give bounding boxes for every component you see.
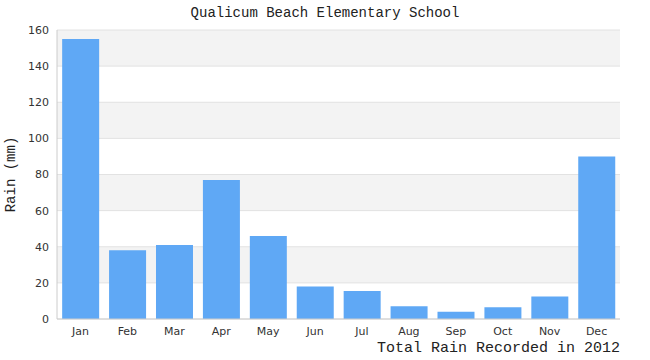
- svg-text:140: 140: [28, 60, 49, 73]
- svg-text:Apr: Apr: [212, 325, 232, 338]
- svg-text:Aug: Aug: [398, 325, 419, 338]
- svg-text:Jun: Jun: [305, 325, 323, 338]
- svg-text:Nov: Nov: [539, 325, 561, 338]
- svg-text:100: 100: [28, 132, 49, 145]
- svg-text:80: 80: [35, 168, 49, 181]
- svg-text:Jan: Jan: [71, 325, 89, 338]
- svg-text:0: 0: [42, 313, 49, 326]
- html-text:Total Rain Recorded in 2012: Total Rain Recorded in 2012: [377, 340, 620, 357]
- svg-text:160: 160: [28, 24, 49, 37]
- svg-text:40: 40: [35, 241, 49, 254]
- svg-text:Feb: Feb: [118, 325, 137, 338]
- svg-text:20: 20: [35, 277, 49, 290]
- svg-text:Mar: Mar: [164, 325, 185, 338]
- svg-text:60: 60: [35, 205, 49, 218]
- html-text:Qualicum Beach Elementary Scho: Qualicum Beach Elementary School: [190, 5, 460, 21]
- svg-text:Dec: Dec: [586, 325, 607, 338]
- svg-text:Jul: Jul: [354, 325, 368, 338]
- svg-text:Sep: Sep: [445, 325, 466, 338]
- svg-text:Rain (mm): Rain (mm): [8, 137, 19, 213]
- svg-text:Oct: Oct: [493, 325, 513, 338]
- svg-text:May: May: [257, 325, 280, 338]
- svg-text:120: 120: [28, 96, 49, 109]
